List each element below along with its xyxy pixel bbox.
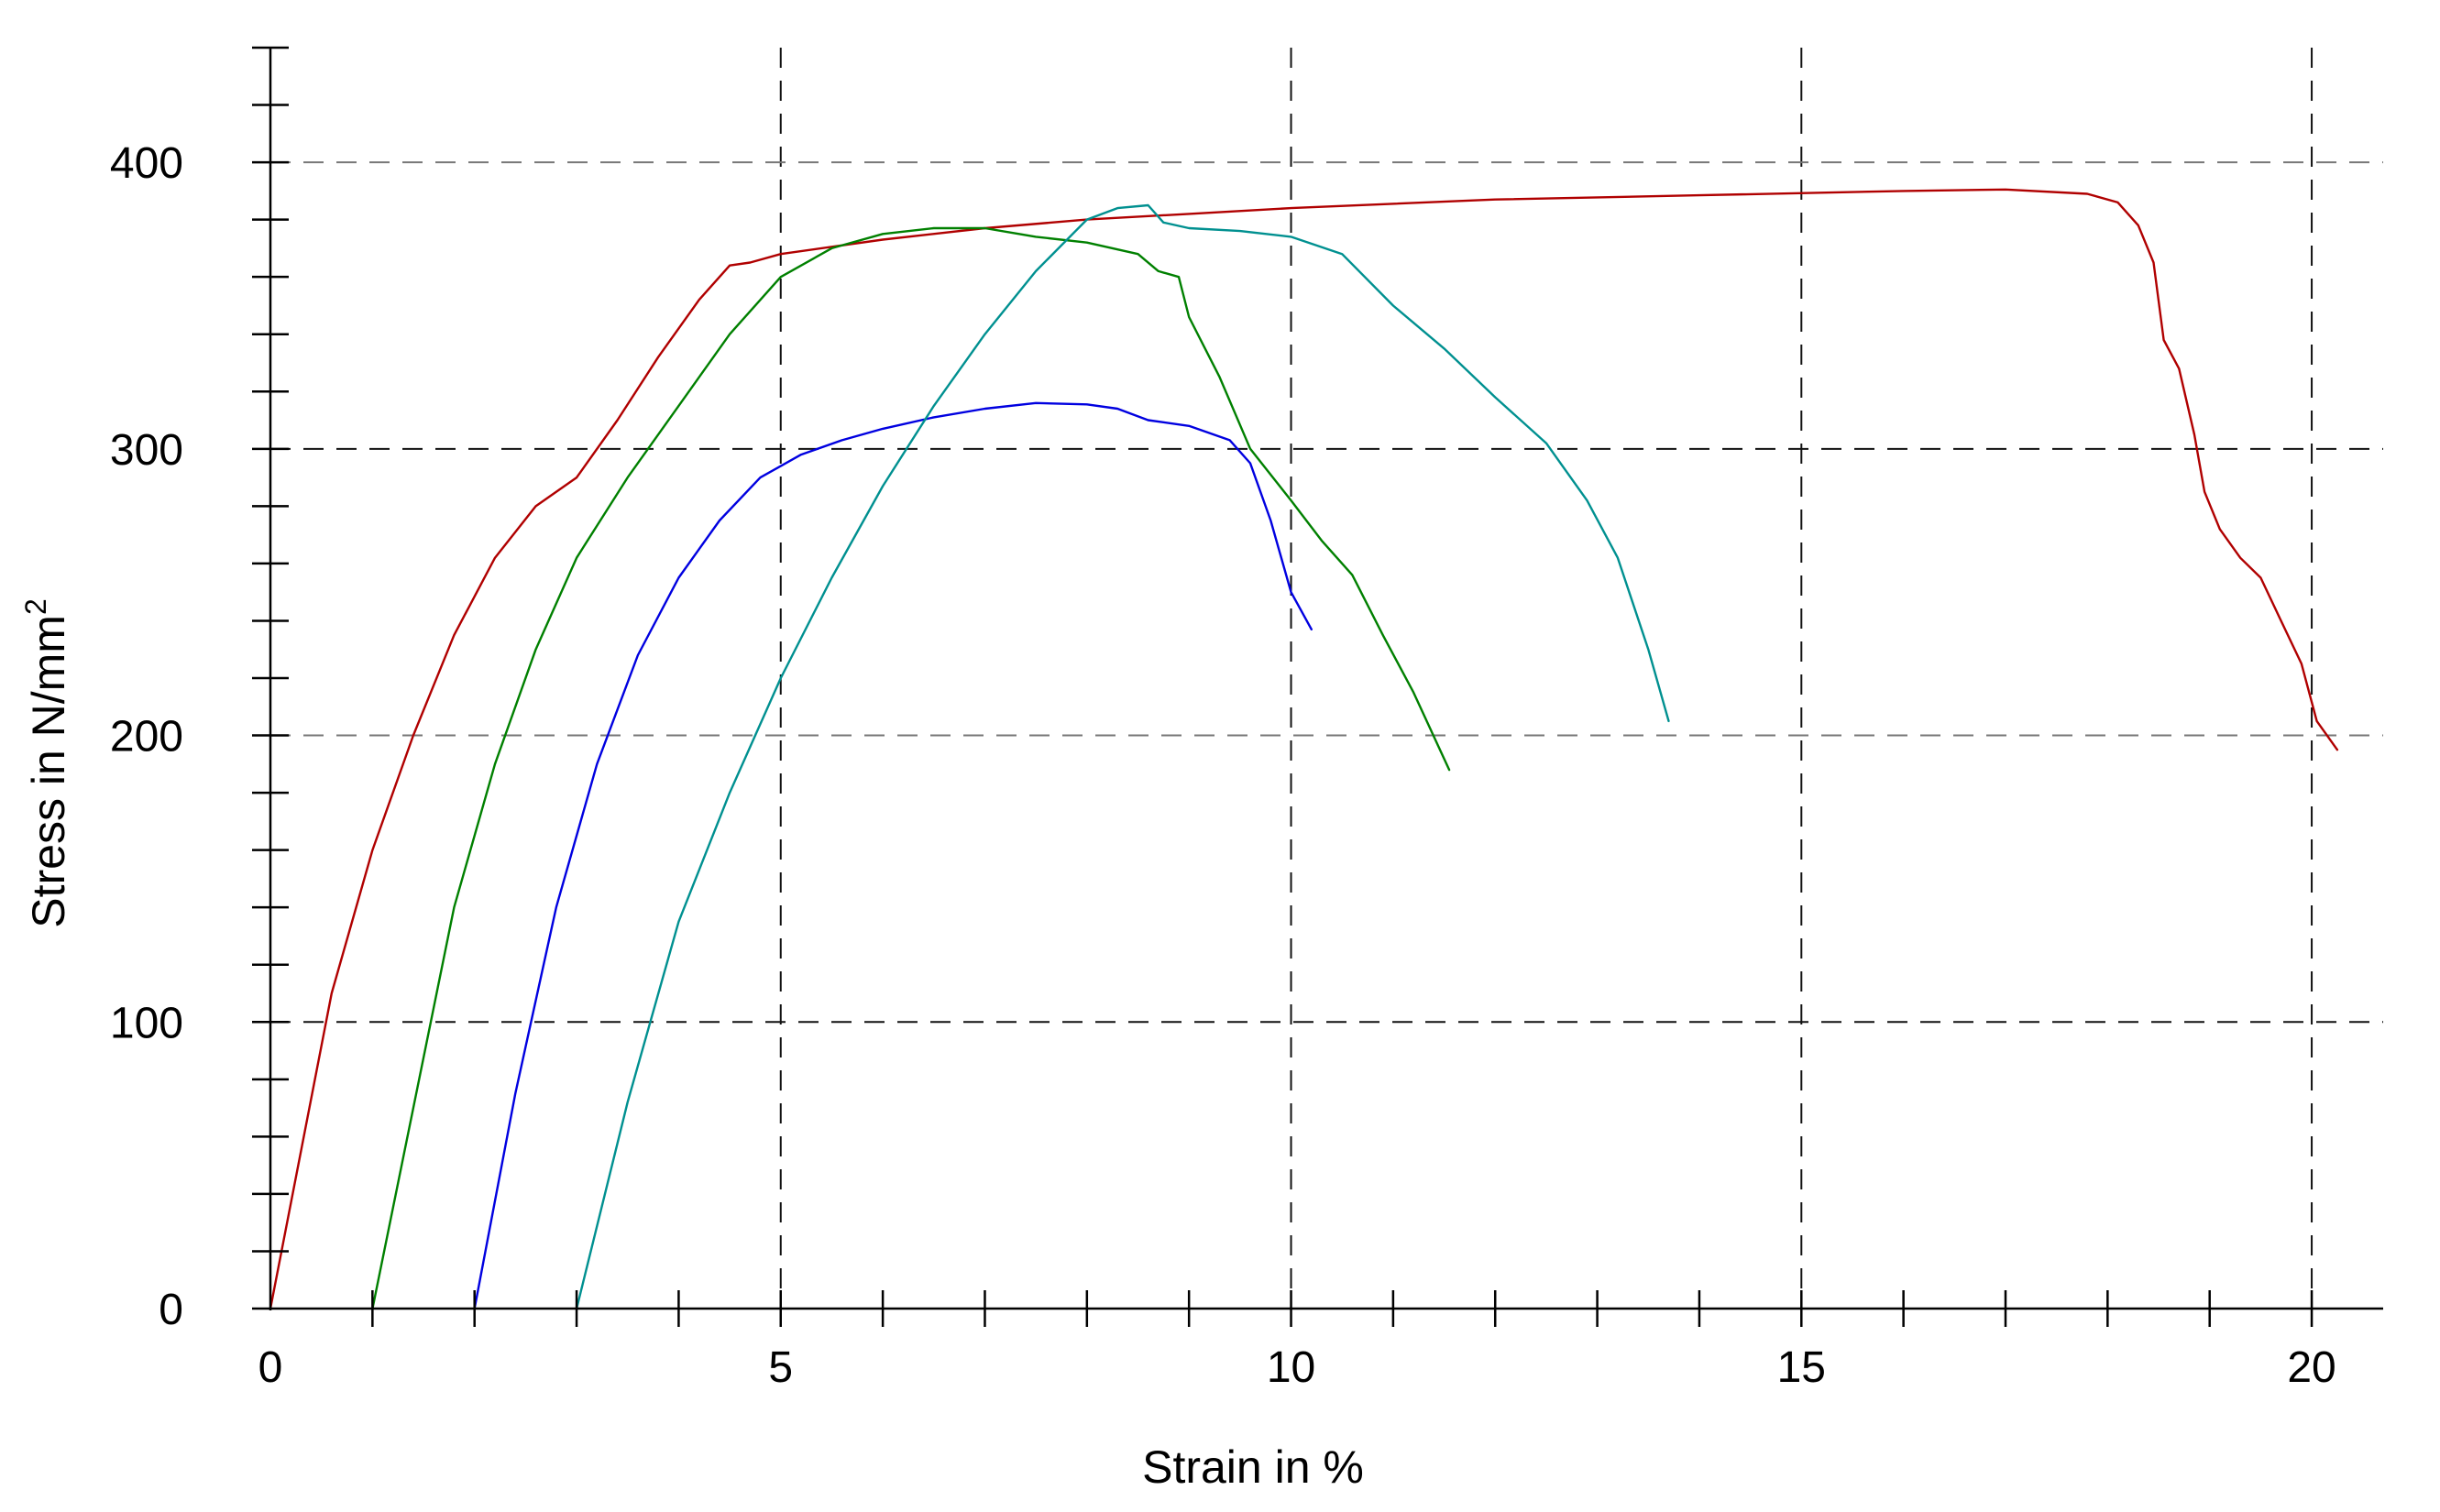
y-axis-title-superscript: 2 xyxy=(19,598,52,615)
series-line-4 xyxy=(575,203,1670,1310)
y-tick-label: 100 xyxy=(110,999,183,1047)
y-tick-label: 0 xyxy=(159,1286,183,1334)
x-tick-label: 15 xyxy=(1777,1343,1826,1392)
series-line-1 xyxy=(269,188,2339,1310)
x-axis-title: Strain in % xyxy=(1142,1441,1364,1493)
y-axis-title: Stress in N/mm2 xyxy=(19,598,74,928)
x-tick-label: 10 xyxy=(1267,1343,1315,1392)
series-line-2 xyxy=(371,226,1451,1310)
x-tick-label: 20 xyxy=(2287,1343,2336,1392)
x-tick-label: 5 xyxy=(768,1343,793,1392)
y-tick-label: 300 xyxy=(110,426,183,475)
y-tick-label: 400 xyxy=(110,139,183,188)
axes xyxy=(252,46,2383,1327)
x-tick-label: 0 xyxy=(258,1343,283,1392)
series-lines xyxy=(269,188,2339,1310)
grid-lines xyxy=(270,48,2383,1309)
y-axis-title-main: Stress in N/mm xyxy=(23,615,74,928)
y-tick-label: 200 xyxy=(110,713,183,761)
series-line-3 xyxy=(473,401,1313,1310)
